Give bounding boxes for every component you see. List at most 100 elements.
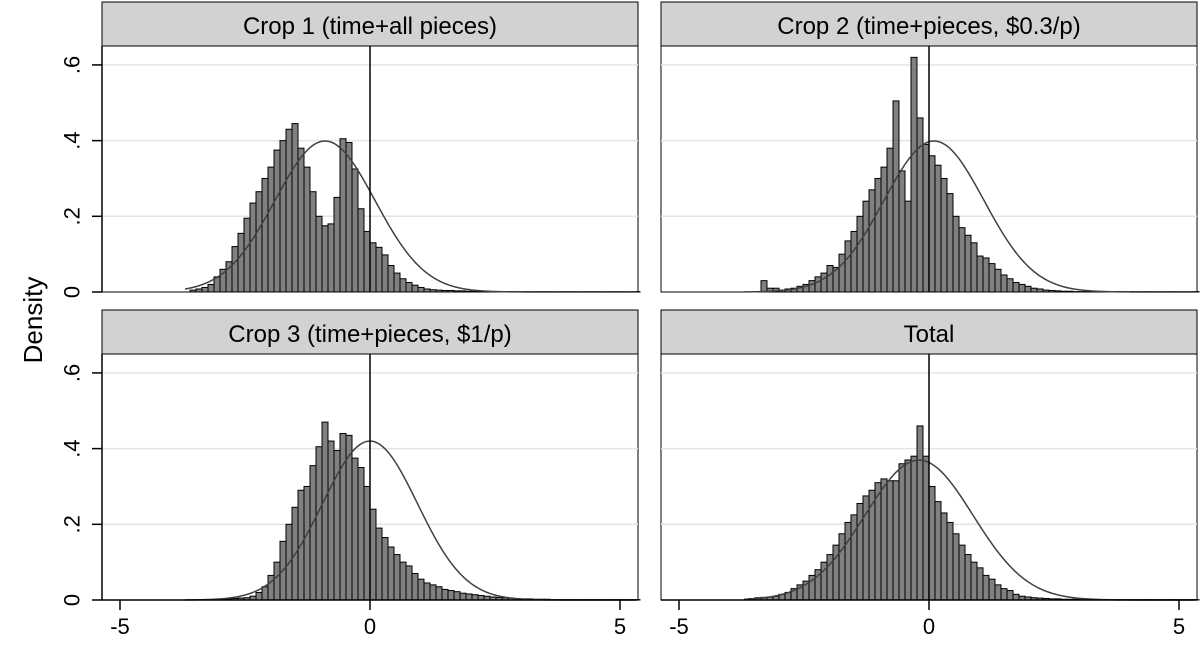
- histogram-bar: [315, 215, 323, 293]
- histogram-bar: [459, 290, 467, 293]
- histogram-bar: [381, 537, 389, 601]
- histogram-bar: [970, 242, 978, 293]
- histogram-bar: [1012, 282, 1020, 293]
- histogram-bar: [874, 177, 882, 293]
- histogram-bar: [411, 573, 419, 601]
- histogram-bar: [988, 578, 996, 601]
- histogram-bar: [375, 246, 383, 293]
- y-tick-label: .4: [60, 439, 85, 457]
- y-axis-bottom: 0 .2 .4 .6: [60, 354, 103, 606]
- histogram-bar: [1030, 287, 1038, 293]
- histogram-bar: [844, 521, 852, 601]
- histogram-bar: [195, 288, 203, 293]
- histogram-bar: [405, 282, 413, 293]
- histogram-bar: [249, 202, 257, 293]
- histogram-bar: [267, 166, 275, 293]
- histogram-bar: [886, 480, 894, 601]
- y-tick-label: .6: [60, 364, 85, 382]
- panel-4-bars: [748, 425, 1200, 601]
- histogram-bar: [928, 485, 936, 601]
- histogram-bar: [994, 584, 1002, 601]
- y-tick-label: .6: [60, 56, 85, 74]
- histogram-bar: [916, 425, 924, 601]
- histogram-bar: [393, 272, 401, 293]
- histogram-bar: [880, 478, 888, 601]
- histogram-bar: [862, 200, 870, 293]
- histogram-bar: [459, 592, 467, 601]
- histogram-bar: [904, 459, 912, 601]
- histogram-bar: [988, 263, 996, 293]
- histogram-bar: [958, 227, 966, 293]
- histogram-bar: [303, 166, 311, 293]
- histogram-bar: [904, 200, 912, 293]
- histogram-bar: [934, 501, 942, 601]
- histogram-bar: [405, 565, 413, 601]
- histogram-bar: [201, 286, 209, 293]
- histogram-bar: [808, 280, 816, 293]
- x-tick-label: 0: [364, 614, 376, 639]
- x-tick-label: -5: [669, 614, 689, 639]
- panel-4-title: Total: [904, 321, 955, 348]
- histogram-bar: [351, 168, 359, 293]
- histogram-bar: [273, 561, 281, 601]
- histogram-bar: [285, 128, 293, 293]
- histogram-bar: [850, 230, 858, 293]
- histogram-bar: [375, 527, 383, 601]
- histogram-bar: [1048, 289, 1056, 293]
- histogram-bar: [1006, 590, 1014, 601]
- histogram-bar: [411, 284, 419, 293]
- histogram-bar: [946, 521, 954, 601]
- panel-1-title: Crop 1 (time+all pieces): [243, 13, 497, 40]
- histogram-bar: [465, 290, 473, 293]
- histogram-bar: [399, 278, 407, 293]
- histogram-bar: [447, 590, 455, 601]
- histogram-bar: [982, 574, 990, 601]
- y-tick-label: 0: [60, 594, 85, 606]
- histogram-bar: [814, 276, 822, 293]
- histogram-bar: [333, 196, 341, 293]
- histogram-bar: [465, 593, 473, 601]
- histogram-bar: [339, 432, 347, 601]
- histogram-bar: [892, 480, 900, 601]
- histogram-bar: [928, 155, 936, 293]
- histogram-bar: [381, 254, 389, 293]
- histogram-bar: [267, 574, 275, 601]
- histogram-bar: [387, 546, 395, 601]
- histogram-bar: [910, 455, 918, 601]
- histogram-bar: [453, 290, 461, 293]
- histogram-bar: [964, 234, 972, 293]
- x-axis-right: -5 0 5: [661, 599, 1197, 639]
- panel-3-title-strip: [101, 309, 639, 355]
- histogram-bar: [898, 170, 906, 293]
- histogram-bar: [850, 514, 858, 601]
- histogram-bar: [309, 191, 317, 293]
- histogram-bar: [399, 561, 407, 601]
- histogram-bar: [471, 290, 479, 293]
- panel-1-normal-curve: [184, 140, 635, 293]
- histogram-bar: [363, 230, 371, 293]
- y-axis-top: 0 .2 .4 .6: [60, 46, 103, 298]
- histogram-bar: [976, 567, 984, 601]
- histogram-bar: [976, 255, 984, 293]
- x-tick-label: 5: [1173, 614, 1185, 639]
- histogram-bar: [892, 100, 900, 293]
- histogram-bar: [1060, 290, 1068, 293]
- histogram-bar: [760, 280, 768, 293]
- x-tick-label: 0: [923, 614, 935, 639]
- y-axis-label: Density: [18, 277, 48, 364]
- histogram-bar: [273, 149, 281, 293]
- histogram-bar: [1024, 285, 1032, 293]
- histogram-bar: [1012, 593, 1020, 601]
- histogram-bar: [339, 138, 347, 293]
- histogram-bar: [261, 177, 269, 293]
- histogram-bar: [868, 189, 876, 293]
- histogram-bar: [291, 123, 299, 293]
- panel-1-bars: [189, 123, 641, 293]
- histogram-bar: [856, 502, 864, 601]
- histogram-bar: [940, 512, 948, 601]
- y-tick-label: .2: [60, 515, 85, 533]
- histogram-bar: [934, 164, 942, 293]
- panel-3-title: Crop 3 (time+pieces, $1/p): [228, 321, 511, 348]
- histogram-bar: [261, 586, 269, 601]
